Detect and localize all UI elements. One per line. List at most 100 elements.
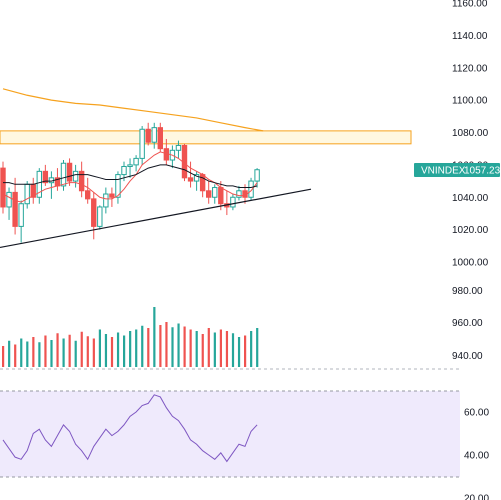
candle-body [6,191,12,208]
ma-mid-line [3,164,258,189]
candle-body [127,164,133,167]
candle-body [212,187,218,198]
candle [199,172,206,198]
candle-body [66,162,73,182]
candle [24,181,30,209]
candle [103,187,109,214]
candle-body [133,157,139,166]
y-tick-label: 1160.00 [452,0,488,10]
candle-body [60,162,67,187]
y-tick-label: 1080.00 [452,128,489,139]
volume-bar [92,338,95,367]
candle-body [254,169,260,182]
volume-tick-label: 960.00 [452,318,483,329]
candle-body [91,198,97,227]
ma-long-path [2,88,264,132]
candle [85,177,91,204]
volume-bar [129,331,132,367]
y-axis-labels: 1160.001140.001120.001100.001080.001060.… [452,0,489,362]
volume-bar [183,326,186,367]
ma-mid-path [3,164,258,189]
volume-bar [250,331,253,367]
candle [109,187,115,207]
trendline [0,188,312,249]
volume-bars [2,307,259,367]
candle-body [187,177,194,182]
volume-bar [153,307,156,367]
candle-body [97,206,103,227]
y-tick-label: 1120.00 [452,63,488,74]
volume-bar [141,325,144,367]
candle [18,200,24,243]
rsi-axis-labels: 60.00 40.00 20.00 [464,408,489,500]
price-badge-box [414,163,500,177]
candle [145,122,151,146]
volume-bar [68,334,71,367]
volume-bar [256,328,259,367]
rsi-tick-label: 20.00 [464,494,489,500]
trendline-path [0,188,312,249]
candle [66,158,73,186]
volume-bar [244,335,247,367]
rsi-line [2,394,258,463]
y-tick-label: 1040.00 [452,193,489,204]
candle-body [206,190,212,198]
candle [42,164,49,186]
candle-body [157,127,164,150]
candle [169,145,176,169]
volume-bar [20,338,23,367]
candle-body [193,174,200,182]
volume-bar [26,341,29,367]
volume-bar [189,329,192,367]
volume-bar [110,337,114,367]
rsi-tick-label: 60.00 [464,408,489,419]
volume-bar [195,331,198,367]
candle-body [175,144,182,151]
candle [133,155,139,172]
candle [91,192,97,240]
candle [248,177,254,201]
candle-body [218,187,224,205]
candle-body [78,170,85,192]
candle-body [115,174,121,198]
candle [78,161,85,198]
candle-body [85,190,91,200]
candle [30,177,36,204]
volume-bar [98,329,101,367]
candle [175,140,182,159]
candle-body [12,191,18,227]
y-tick-label: 1140.00 [452,31,488,42]
volume-bar [123,335,126,367]
volume-bar [44,335,47,367]
candle-body [36,170,42,198]
candle [139,126,145,165]
rsi-background [0,390,460,478]
volume-bar [159,325,162,367]
rsi-path [2,394,258,463]
volume-bar [177,323,180,367]
resistance-zone-box [0,130,412,145]
candles [0,122,260,243]
candle-body [236,190,242,198]
volume-bar [104,334,108,367]
volume-bar [32,337,35,367]
volume-bar [213,332,216,367]
volume-bar [207,328,210,367]
candle [236,185,242,201]
candle-body [248,180,254,198]
candle [60,160,67,191]
candle-body [18,203,24,227]
candle [12,177,18,235]
volume-bar [8,340,11,367]
volume-bar [219,329,222,367]
last-price-label: 1057.23 [464,166,501,177]
candle [36,168,42,204]
rsi-tick-label: 40.00 [464,451,489,462]
candle [115,171,121,204]
candle-body [0,167,6,208]
volume-bar [135,329,138,367]
candle-body [24,183,30,205]
y-tick-label: 1020.00 [452,225,489,236]
candle-body [109,193,115,198]
